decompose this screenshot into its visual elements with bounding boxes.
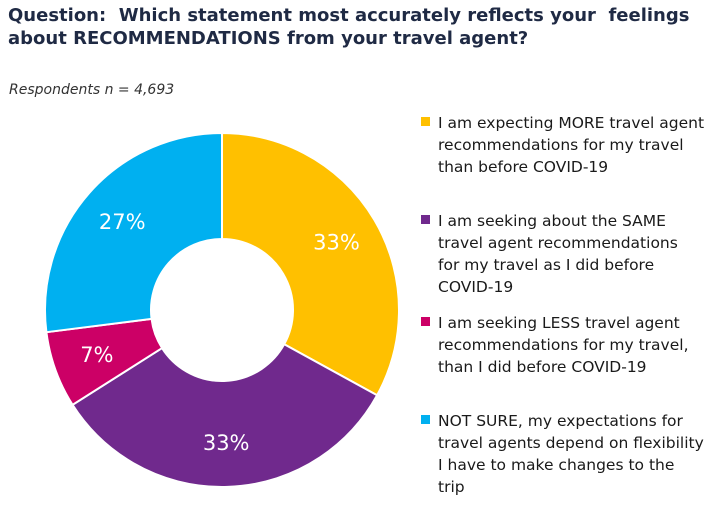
legend-line: trip [438, 478, 465, 496]
legend-line: for my travel as I did before [438, 256, 655, 274]
legend-label-not-sure: NOT SURE, my expectations for travel age… [438, 410, 706, 498]
question-title-line-1: Question: Which statement most accuratel… [8, 5, 690, 26]
legend-label-same: I am seeking about the SAME travel agent… [438, 210, 706, 298]
question-title: Question: Which statement most accuratel… [8, 4, 708, 50]
legend-line: I have to make changes to the [438, 456, 675, 474]
donut-slices [44, 131, 400, 488]
slice-same [71, 342, 379, 488]
legend-line: I am seeking about the SAME [438, 212, 666, 230]
legend-swatch-less [421, 317, 430, 326]
respondents-count: Respondents n = 4,693 [9, 82, 175, 98]
legend-swatch-not-sure [421, 415, 430, 424]
slice-label-more: 33% [313, 230, 360, 254]
slice-more [221, 131, 400, 397]
legend-line: NOT SURE, my expectations for [438, 412, 683, 430]
slice-label-not-sure: 27% [99, 210, 146, 234]
legend-line: I am expecting MORE travel agent [438, 114, 705, 132]
donut-slice-labels: 33% 33% 7% 27% [80, 210, 360, 455]
legend-line: travel agent recommendations [438, 234, 678, 252]
legend-swatch-same [421, 215, 430, 224]
slice-label-same: 33% [203, 431, 250, 455]
legend-line: than before COVID-19 [438, 158, 609, 176]
legend-line: COVID-19 [438, 278, 514, 296]
legend-line: travel agents depend on flexibility [438, 434, 704, 452]
legend-swatch-more [421, 117, 430, 126]
legend-label-less: I am seeking LESS travel agent recommend… [438, 312, 706, 378]
donut-chart: 33% 33% 7% 27% [44, 131, 400, 488]
slice-label-less: 7% [80, 343, 113, 367]
legend-line: recommendations for my travel, [438, 336, 689, 354]
legend-line: than I did before COVID-19 [438, 358, 647, 376]
slice-not-sure [44, 131, 223, 334]
legend-line: recommendations for my travel [438, 136, 684, 154]
question-title-line-2: about RECOMMENDATIONS from your travel a… [8, 28, 529, 49]
legend-line: I am seeking LESS travel agent [438, 314, 680, 332]
legend-label-more: I am expecting MORE travel agent recomme… [438, 112, 706, 178]
